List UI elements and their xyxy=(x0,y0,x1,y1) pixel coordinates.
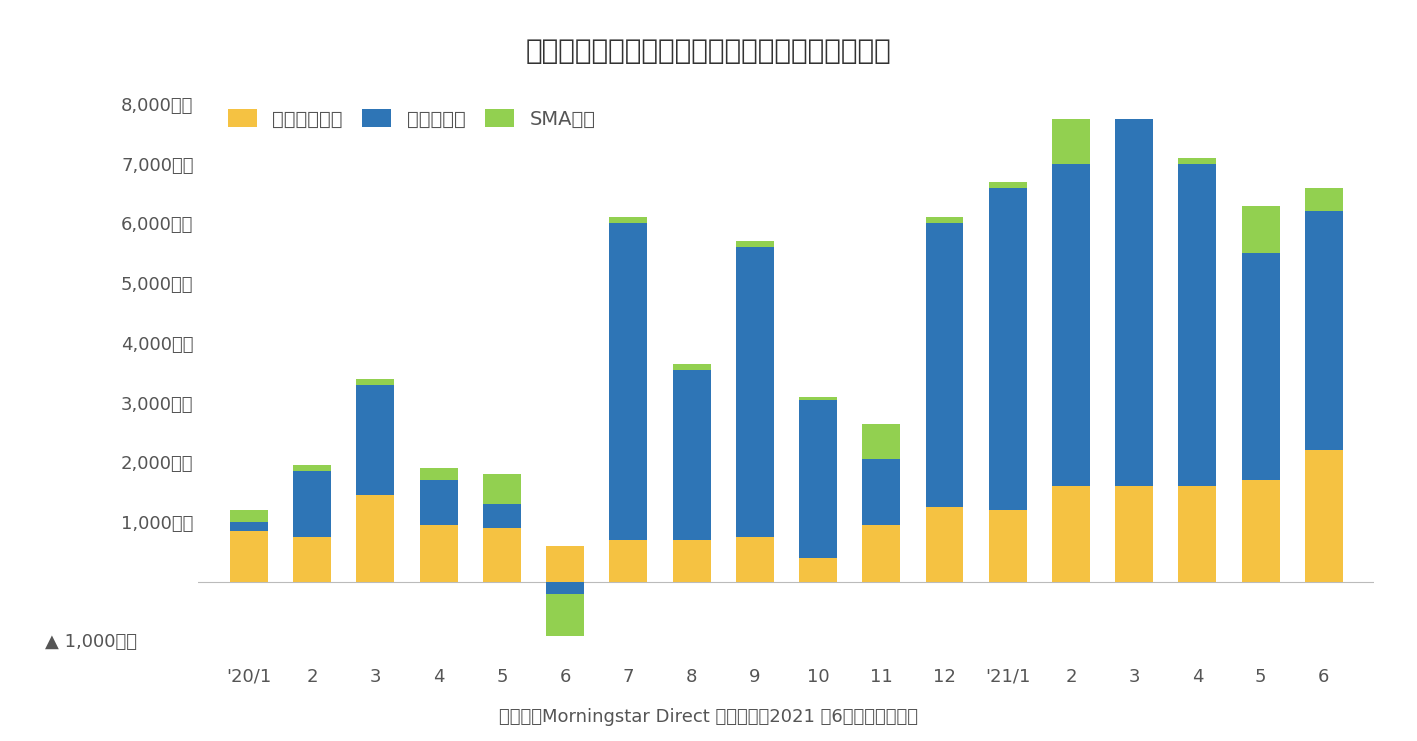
Text: 【図表２】外国株式ファンドの資金流出入の推移: 【図表２】外国株式ファンドの資金流出入の推移 xyxy=(526,37,891,65)
Bar xyxy=(925,507,964,582)
Bar xyxy=(1305,187,1343,211)
Bar xyxy=(925,217,964,224)
Bar xyxy=(673,540,710,582)
Bar xyxy=(1305,451,1343,582)
Bar xyxy=(546,594,584,636)
Bar xyxy=(546,582,584,594)
Legend: インデックス, アクティブ, SMA専用: インデックス, アクティブ, SMA専用 xyxy=(220,102,604,136)
Bar xyxy=(989,510,1027,582)
Bar xyxy=(357,385,394,495)
Bar xyxy=(1115,486,1153,582)
Bar xyxy=(1305,211,1343,451)
Bar xyxy=(1179,486,1216,582)
Bar xyxy=(357,495,394,582)
Bar xyxy=(1051,119,1090,164)
Bar xyxy=(230,522,268,531)
Bar xyxy=(863,424,900,459)
Bar xyxy=(293,471,332,537)
Bar xyxy=(673,370,710,540)
Bar xyxy=(799,396,837,399)
Bar xyxy=(735,537,774,582)
Bar xyxy=(1179,164,1216,486)
Bar xyxy=(293,537,332,582)
Bar xyxy=(1051,164,1090,486)
Bar xyxy=(799,558,837,582)
Bar xyxy=(989,187,1027,510)
Bar xyxy=(1241,253,1280,480)
Bar xyxy=(419,480,458,525)
Bar xyxy=(735,247,774,537)
Bar xyxy=(419,468,458,480)
Bar xyxy=(609,540,648,582)
Text: ▲ 1,000億円: ▲ 1,000億円 xyxy=(45,633,137,651)
Bar xyxy=(293,465,332,471)
Bar xyxy=(419,525,458,582)
Bar xyxy=(483,528,521,582)
Bar xyxy=(609,224,648,540)
Bar xyxy=(483,474,521,504)
Bar xyxy=(483,504,521,528)
Bar xyxy=(230,531,268,582)
Bar xyxy=(863,525,900,582)
Bar xyxy=(1241,480,1280,582)
Bar xyxy=(863,459,900,525)
Bar xyxy=(1051,486,1090,582)
Bar xyxy=(925,224,964,507)
Bar xyxy=(1179,158,1216,164)
Bar xyxy=(989,182,1027,187)
Bar xyxy=(1115,119,1153,486)
Bar xyxy=(357,379,394,385)
Bar xyxy=(230,510,268,522)
Bar xyxy=(799,399,837,558)
Text: （資料）Morningstar Direct より作成。2021 年6月のみ推計値。: （資料）Morningstar Direct より作成。2021 年6月のみ推計… xyxy=(499,708,918,726)
Bar xyxy=(546,546,584,582)
Bar xyxy=(673,364,710,370)
Bar xyxy=(735,242,774,247)
Bar xyxy=(609,217,648,224)
Bar xyxy=(1241,205,1280,253)
